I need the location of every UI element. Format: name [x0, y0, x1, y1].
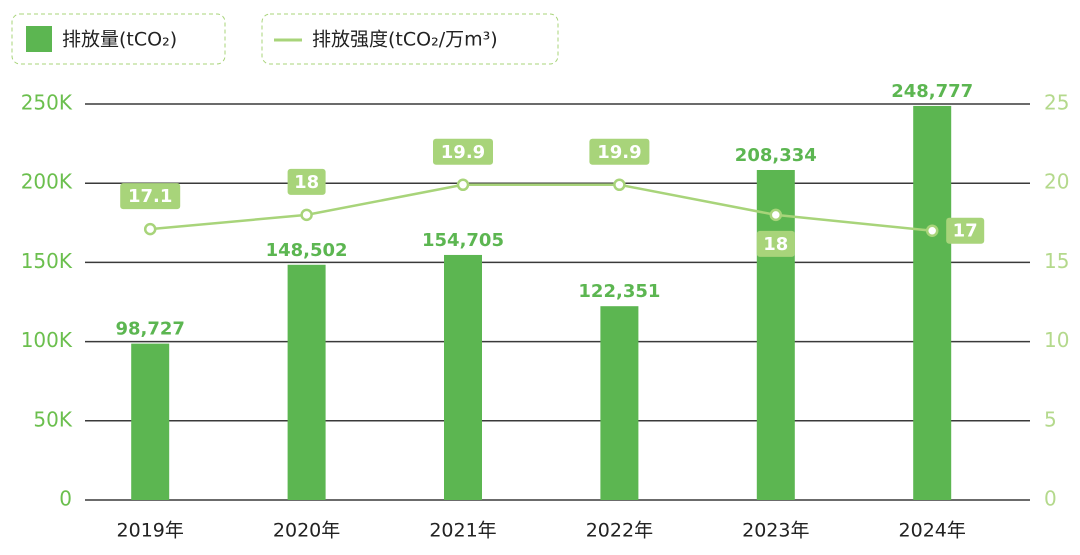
bar [131, 343, 170, 500]
y-tick-label: 150K [21, 249, 73, 273]
line-value-label: 18 [294, 172, 319, 193]
legend-box [261, 13, 559, 65]
bar-value-label: 208,334 [735, 145, 817, 166]
bar-value-label: 248,777 [891, 81, 973, 102]
y-tick-label: 50K [33, 407, 72, 431]
line-point [925, 224, 939, 237]
line-label-box [589, 138, 650, 165]
legend-label: 排放强度(tCO₂/万m³) [312, 29, 498, 51]
x-tick-label: 2024年 [899, 520, 966, 542]
legend-label: 排放量(tCO₂) [62, 29, 177, 51]
line-label-box [756, 230, 795, 257]
y-tick-label: 100K [21, 328, 73, 352]
x-tick-label: 2021年 [429, 520, 496, 542]
bar-value-label: 122,351 [578, 281, 660, 302]
bar-value-label: 98,727 [115, 319, 184, 340]
line-value-label: 17.1 [128, 186, 172, 207]
y2-tick-label: 0 [1044, 487, 1057, 511]
line-label-box [946, 217, 985, 244]
line-value-label: 17 [953, 221, 978, 242]
line [150, 183, 933, 232]
y2-tick-label: 15 [1044, 249, 1069, 273]
legend-box [11, 13, 226, 65]
bar [287, 264, 326, 500]
line-value-label: 18 [763, 234, 788, 255]
y-tick-label: 250K [21, 91, 73, 115]
line-label-box [433, 138, 493, 165]
line-value-label: 19.9 [441, 142, 485, 163]
line-point [456, 178, 470, 192]
y-tick-label: 200K [21, 170, 73, 194]
line-label-box [120, 183, 181, 210]
legend-swatch [26, 26, 52, 52]
bar-value-label: 148,502 [266, 240, 348, 261]
x-tick-label: 2022年 [586, 520, 653, 542]
y-tick-label: 0 [59, 487, 72, 511]
y2-tick-label: 5 [1044, 407, 1057, 431]
bar [444, 254, 482, 500]
line-point [769, 208, 783, 222]
bar [600, 306, 639, 500]
line-value-label: 19.9 [597, 142, 641, 163]
y2-tick-label: 10 [1044, 328, 1069, 352]
line-label-box [287, 168, 326, 195]
x-tick-label: 2023年 [742, 520, 809, 542]
line-point [613, 178, 626, 192]
line-point [143, 222, 157, 236]
bar [756, 169, 795, 500]
y2-tick-label: 25 [1044, 91, 1069, 115]
line-point [300, 208, 313, 222]
bar-value-label: 154,705 [422, 230, 504, 251]
y2-tick-label: 20 [1044, 170, 1069, 194]
bar [913, 105, 952, 501]
x-tick-label: 2019年 [117, 520, 184, 542]
x-tick-label: 2020年 [273, 520, 340, 542]
